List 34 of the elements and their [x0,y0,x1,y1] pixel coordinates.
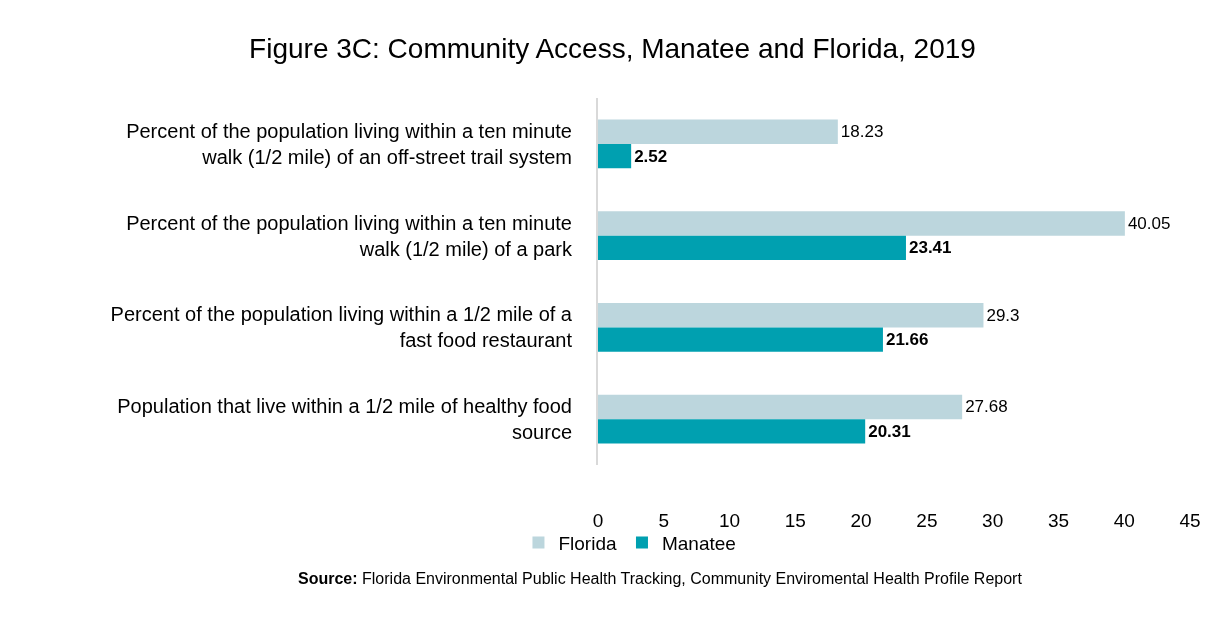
bar [598,394,963,420]
x-tick-label: 40 [1113,510,1135,531]
x-tick-label: 35 [1047,510,1070,531]
x-tick-label: 20 [850,510,872,531]
x-tick-label: 15 [784,510,806,531]
data-label: 18.23 [840,122,884,142]
source-note: Source: Florida Environmental Public Health Tracking, Community Enviromental Health Profile Report [298,570,1023,587]
bar [598,419,866,444]
bar [598,211,1125,236]
data-label: 40.05 [1127,213,1171,233]
bar [598,327,883,352]
chart-title: Figure 3C: Community Access, Manatee and Florida, 2019 [249,32,976,64]
data-label: 21.66 [885,330,929,350]
y-tick-label: Percent of the population living within a ten minute walk (1/2 mile) of an off-street trail system [126,119,572,168]
legend-label: Manatee [661,532,736,554]
x-tick-label: 45 [1179,510,1201,531]
x-tick-label: 10 [718,510,741,531]
y-tick-label: Percent of the population living within a ten minute walk (1/2 mile) of a park [126,211,573,260]
data-label: 2.52 [634,146,668,166]
legend-label: Florida [558,532,617,554]
x-tick-label: 5 [658,510,670,531]
x-tick-label: 30 [982,510,1004,531]
y-tick-label: Population that live within a 1/2 mile of healthy food source [117,395,572,444]
x-tick-label: 25 [916,510,938,531]
data-label: 29.3 [986,305,1020,325]
data-label: 23.41 [908,238,952,258]
y-tick-label: Percent of the population living within a 1/2 mile of a fast food restaurant [110,303,573,352]
bar [598,235,906,260]
data-label: 20.31 [868,421,911,441]
x-tick-label: 0 [592,510,604,531]
data-label: 27.68 [965,397,1008,417]
bar [598,119,838,144]
bar [598,143,632,169]
bar [598,303,984,328]
